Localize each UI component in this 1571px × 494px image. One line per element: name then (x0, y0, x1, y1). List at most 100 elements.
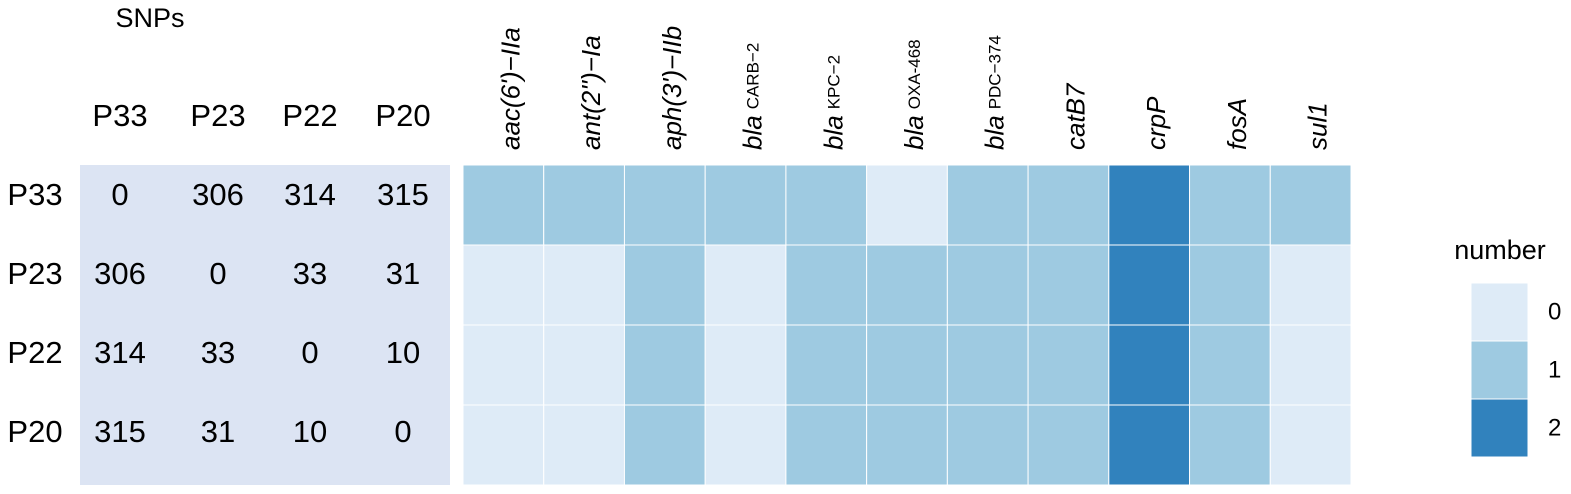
gene-name: crpP (1141, 96, 1171, 150)
gene-label: sul1 (1303, 102, 1333, 150)
heatmap-cell (543, 164, 625, 246)
heatmap-cell (1108, 164, 1191, 246)
table-cell: 33 (293, 256, 327, 291)
table-cell: 306 (94, 256, 146, 291)
table-cell: 0 (301, 335, 318, 370)
table-cell: 315 (377, 177, 429, 212)
heatmap-cell (704, 244, 787, 326)
table-cell: 31 (386, 256, 420, 291)
table-cell: 0 (111, 177, 128, 212)
table-cell: 0 (394, 414, 411, 449)
row-header: P23 (7, 256, 62, 291)
gene-label: bla CARB−2 (737, 43, 767, 150)
table-cell: 306 (192, 177, 244, 212)
heatmap-cell (785, 324, 868, 406)
gene-label: bla KPC−2 (818, 55, 848, 150)
legend-label: 0 (1548, 298, 1561, 325)
gene-label: bla OXA-468 (899, 39, 929, 150)
column-header: P20 (375, 98, 430, 133)
heatmap-cell (1027, 324, 1110, 406)
heatmap-cell (623, 404, 706, 486)
gene-name: bla (899, 115, 929, 150)
table-cell: 315 (94, 414, 146, 449)
heatmap-cell (704, 324, 787, 406)
gene-label: fosA (1222, 98, 1252, 150)
heatmap-cell (1108, 404, 1191, 486)
heatmap-cell (946, 164, 1029, 246)
gene-subscript: KPC−2 (825, 55, 844, 109)
column-header: P22 (282, 98, 337, 133)
heatmap-cell (462, 164, 545, 246)
gene-subscript: OXA-468 (905, 39, 924, 109)
table-cell: 33 (201, 335, 235, 370)
heatmap-cell (1189, 404, 1271, 486)
heatmap-cell (785, 404, 868, 486)
column-header: P23 (190, 98, 245, 133)
legend-swatch (1470, 340, 1529, 400)
heatmap-cell (462, 404, 545, 486)
row-header: P22 (7, 335, 62, 370)
heatmap-cell (1269, 244, 1352, 326)
gene-name: sul1 (1303, 102, 1333, 150)
table-cell: 314 (284, 177, 336, 212)
heatmap-cell (1189, 324, 1271, 406)
gene-name: bla (980, 115, 1010, 150)
gene-label: aph(3')−IIb (657, 26, 687, 150)
heatmap-cell (946, 244, 1029, 326)
legend-label: 1 (1548, 356, 1561, 383)
row-header: P33 (7, 177, 62, 212)
heatmap-cell (1027, 404, 1110, 486)
heatmap-cell (1269, 404, 1352, 486)
table-title: SNPs (115, 3, 184, 33)
table-background (80, 165, 450, 485)
heatmap-cell (1189, 164, 1271, 246)
heatmap-cell (704, 404, 787, 486)
table-cell: 10 (293, 414, 327, 449)
heatmap-cell (785, 164, 868, 246)
gene-name: aac(6')−IIa (495, 27, 525, 150)
heatmap-cell (623, 164, 706, 246)
gene-label: aac(6')−IIa (495, 27, 525, 150)
heatmap-cell (1027, 244, 1110, 326)
gene-label: ant(2'')−Ia (576, 35, 606, 150)
gene-label: catB7 (1060, 82, 1090, 150)
gene-name: bla (737, 115, 767, 150)
gene-name: ant(2'')−Ia (576, 35, 606, 150)
legend-swatch (1470, 282, 1529, 342)
heatmap-cell (785, 244, 868, 326)
heatmap-cell (866, 404, 948, 486)
table-cell: 10 (386, 335, 420, 370)
table-cell: 0 (209, 256, 226, 291)
legend-title: number (1454, 235, 1546, 265)
heatmap-cell (946, 324, 1029, 406)
heatmap-cell (462, 244, 545, 326)
heatmap-cell (543, 324, 625, 406)
heatmap-cell (1189, 244, 1271, 326)
heatmap-cell (866, 324, 948, 406)
heatmap-cell (462, 324, 545, 406)
heatmap-cell (623, 244, 706, 326)
heatmap-cell (543, 404, 625, 486)
row-header: P20 (7, 414, 62, 449)
heatmap-cell (866, 244, 948, 326)
column-header: P33 (92, 98, 147, 133)
table-cell: 31 (201, 414, 235, 449)
heatmap-cell (1027, 164, 1110, 246)
heatmap-cell (1108, 324, 1191, 406)
legend-label: 2 (1548, 414, 1561, 441)
gene-label: crpP (1141, 96, 1171, 150)
gene-subscript: CARB−2 (744, 43, 763, 110)
heatmap-cell (623, 324, 706, 406)
legend-swatch (1470, 398, 1529, 458)
gene-label: bla PDC−374 (980, 35, 1010, 150)
heatmap-cell (1108, 244, 1191, 326)
gene-name: bla (818, 115, 848, 150)
heatmap-cell (1269, 324, 1352, 406)
heatmap-cell (543, 244, 625, 326)
heatmap-cell (1269, 164, 1352, 246)
heatmap-cell (946, 404, 1029, 486)
heatmap-cell (704, 164, 787, 246)
gene-name: catB7 (1060, 82, 1090, 150)
gene-subscript: PDC−374 (986, 35, 1005, 109)
